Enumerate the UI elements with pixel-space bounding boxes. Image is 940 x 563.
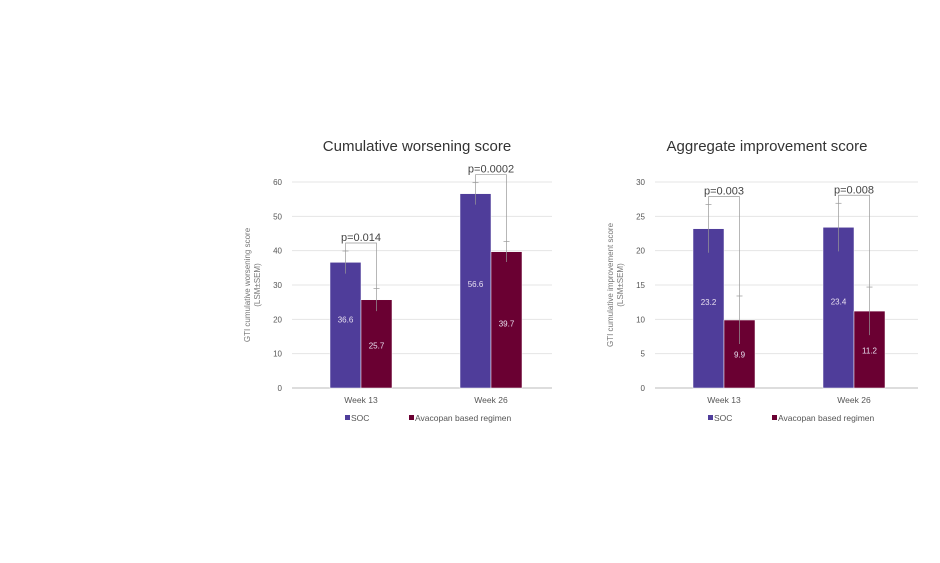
y-tick-label: 10	[636, 315, 645, 324]
p-value-label: p=0.003	[704, 186, 744, 198]
y-tick-label: 15	[636, 281, 645, 290]
bar-soc	[459, 193, 492, 389]
y-axis-label-line: (LSM±SEM)	[253, 263, 262, 307]
data-label: 11.2	[862, 346, 878, 355]
legend-label: SOC	[351, 413, 369, 423]
y-tick-label: 10	[273, 350, 282, 359]
y-tick-label: 30	[636, 178, 645, 187]
chart-title: Aggregate improvement score	[667, 138, 868, 155]
bar-soc	[329, 262, 362, 389]
significance-bracket	[708, 196, 740, 296]
x-tick-label: Week 13	[707, 395, 741, 405]
y-tick-label: 40	[273, 247, 282, 256]
data-label: 23.4	[831, 297, 847, 306]
y-tick-label: 0	[641, 384, 646, 393]
y-tick-label: 25	[636, 212, 645, 221]
y-tick-label: 20	[273, 315, 282, 324]
legend-swatch	[772, 415, 777, 420]
x-tick-label: Week 26	[837, 395, 871, 405]
data-label: 9.9	[734, 350, 746, 359]
bar-avacopan	[490, 251, 523, 389]
data-label: 25.7	[369, 341, 385, 350]
y-tick-label: 20	[636, 247, 645, 256]
legend-label: Avacopan based regimen	[415, 413, 512, 423]
data-label: 36.6	[338, 316, 354, 325]
data-label: 23.2	[701, 298, 717, 307]
significance-bracket	[345, 242, 377, 289]
legend-swatch	[345, 415, 350, 420]
bar-soc	[822, 227, 855, 389]
chart-2: Aggregate improvement score 0 5 10 15 20 25 30 G…	[606, 138, 918, 423]
significance-bracket	[475, 174, 507, 242]
y-tick-label: 60	[273, 178, 282, 187]
legend-swatch	[409, 415, 414, 420]
data-label: 39.7	[499, 320, 515, 329]
y-axis-label-line: (LSM±SEM)	[616, 263, 625, 307]
x-tick-label: Week 26	[474, 395, 508, 405]
y-tick-label: 50	[273, 212, 282, 221]
p-value-label: p=0.0002	[468, 164, 514, 176]
chart-title: Cumulative worsening score	[323, 138, 511, 155]
legend-swatch	[708, 415, 713, 420]
p-value-label: p=0.014	[341, 232, 381, 244]
y-tick-label: 0	[278, 384, 283, 393]
y-axis-label: GTI cumulative worsening score(LSM±SEM)	[243, 227, 262, 342]
y-axis-label-line: GTI cumulative improvement score	[606, 222, 615, 347]
bar-avacopan	[360, 299, 393, 389]
legend-label: SOC	[714, 413, 732, 423]
y-axis-label-line: GTI cumulative worsening score	[243, 227, 252, 342]
x-tick-label: Week 13	[344, 395, 378, 405]
legend-label: Avacopan based regimen	[778, 413, 875, 423]
y-tick-label: 30	[273, 281, 282, 290]
significance-bracket	[838, 194, 870, 288]
y-tick-label: 5	[641, 350, 646, 359]
chart-1: Cumulative worsening score 0 10 20 30 40 50 60 G…	[243, 138, 552, 423]
p-value-label: p=0.008	[834, 184, 874, 196]
data-label: 56.6	[468, 280, 484, 289]
y-axis-label: GTI cumulative improvement score(LSM±SEM…	[606, 222, 625, 347]
